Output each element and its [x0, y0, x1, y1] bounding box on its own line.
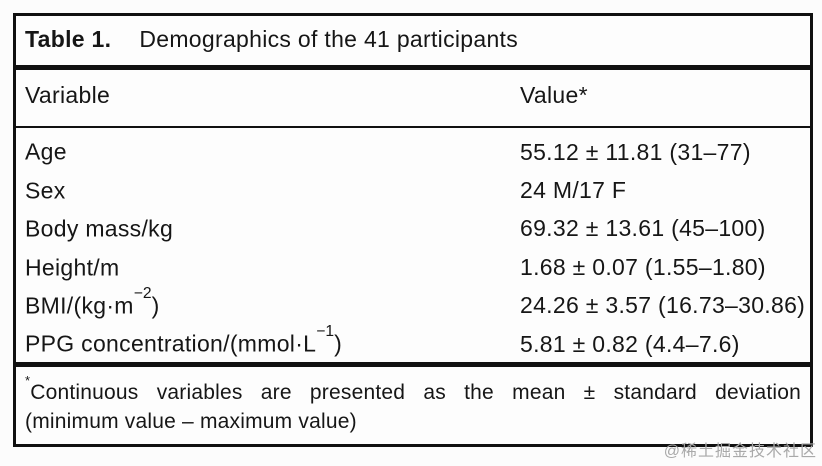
- row-label: BMI/(kg·m−2): [16, 285, 160, 320]
- row-label-suffix: ): [334, 330, 343, 357]
- table-header-row: Variable Value*: [16, 82, 810, 112]
- table-title: Demographics of the 41 participants: [139, 26, 519, 52]
- row-label: PPG concentration/(mmol·L−1): [16, 323, 343, 358]
- column-header-variable: Variable: [25, 82, 111, 108]
- divider-thick-bottom: [16, 362, 810, 367]
- table-number-label: Table 1.: [25, 26, 112, 52]
- table-footnote: *Continuous variables are presented as t…: [25, 372, 801, 436]
- row-label-text: Sex: [25, 177, 66, 204]
- row-label-text: Height/m: [25, 254, 120, 281]
- table-row: Sex 24 M/17 F: [16, 171, 810, 209]
- column-header-value: Value*: [520, 82, 588, 108]
- row-label-superscript: −1: [316, 323, 335, 341]
- row-value: 55.12 ± 11.81 (31–77): [520, 138, 751, 165]
- row-label: Body mass/kg: [16, 215, 173, 243]
- table-row: BMI/(kg·m−2) 24.26 ± 3.57 (16.73–30.86): [16, 285, 810, 325]
- row-label-suffix: ): [151, 292, 160, 319]
- row-label: Sex: [16, 177, 66, 205]
- footnote-line-2: (minimum value – maximum value): [25, 410, 357, 433]
- row-value: 24 M/17 F: [520, 177, 627, 204]
- divider-thick-top: [16, 65, 810, 70]
- table-caption: Table 1. Demographics of the 41 participa…: [25, 26, 518, 53]
- table-body: Age 55.12 ± 11.81 (31–77) Sex 24 M/17 F …: [16, 133, 810, 363]
- row-label: Age: [16, 138, 67, 166]
- table-card: Table 1. Demographics of the 41 participa…: [13, 13, 813, 447]
- table-row: Height/m 1.68 ± 0.07 (1.55–1.80): [16, 248, 810, 286]
- row-label: Height/m: [16, 254, 119, 282]
- row-value: 5.81 ± 0.82 (4.4–7.6): [520, 330, 740, 357]
- footnote-asterisk-marker: *: [25, 372, 31, 388]
- footnote-line-1: *Continuous variables are presented as t…: [25, 372, 801, 407]
- row-value: 24.26 ± 3.57 (16.73–30.86): [520, 292, 806, 319]
- row-label-text: PPG concentration/(mmol·L: [25, 330, 317, 357]
- row-label-text: BMI/(kg·m: [25, 292, 134, 319]
- footnote-text-1: Continuous variables are presented as th…: [30, 381, 801, 404]
- table-row: Age 55.12 ± 11.81 (31–77): [16, 133, 810, 171]
- row-value: 69.32 ± 13.61 (45–100): [520, 215, 766, 242]
- row-label-text: Body mass/kg: [25, 215, 174, 242]
- row-label-text: Age: [25, 139, 67, 166]
- table-row: PPG concentration/(mmol·L−1) 5.81 ± 0.82…: [16, 323, 810, 363]
- watermark-text: @稀土掘金技术社区: [663, 443, 817, 460]
- divider-thin-header: [16, 126, 810, 128]
- row-value: 1.68 ± 0.07 (1.55–1.80): [520, 253, 766, 280]
- table-row: Body mass/kg 69.32 ± 13.61 (45–100): [16, 210, 810, 248]
- row-label-superscript: −2: [133, 284, 152, 302]
